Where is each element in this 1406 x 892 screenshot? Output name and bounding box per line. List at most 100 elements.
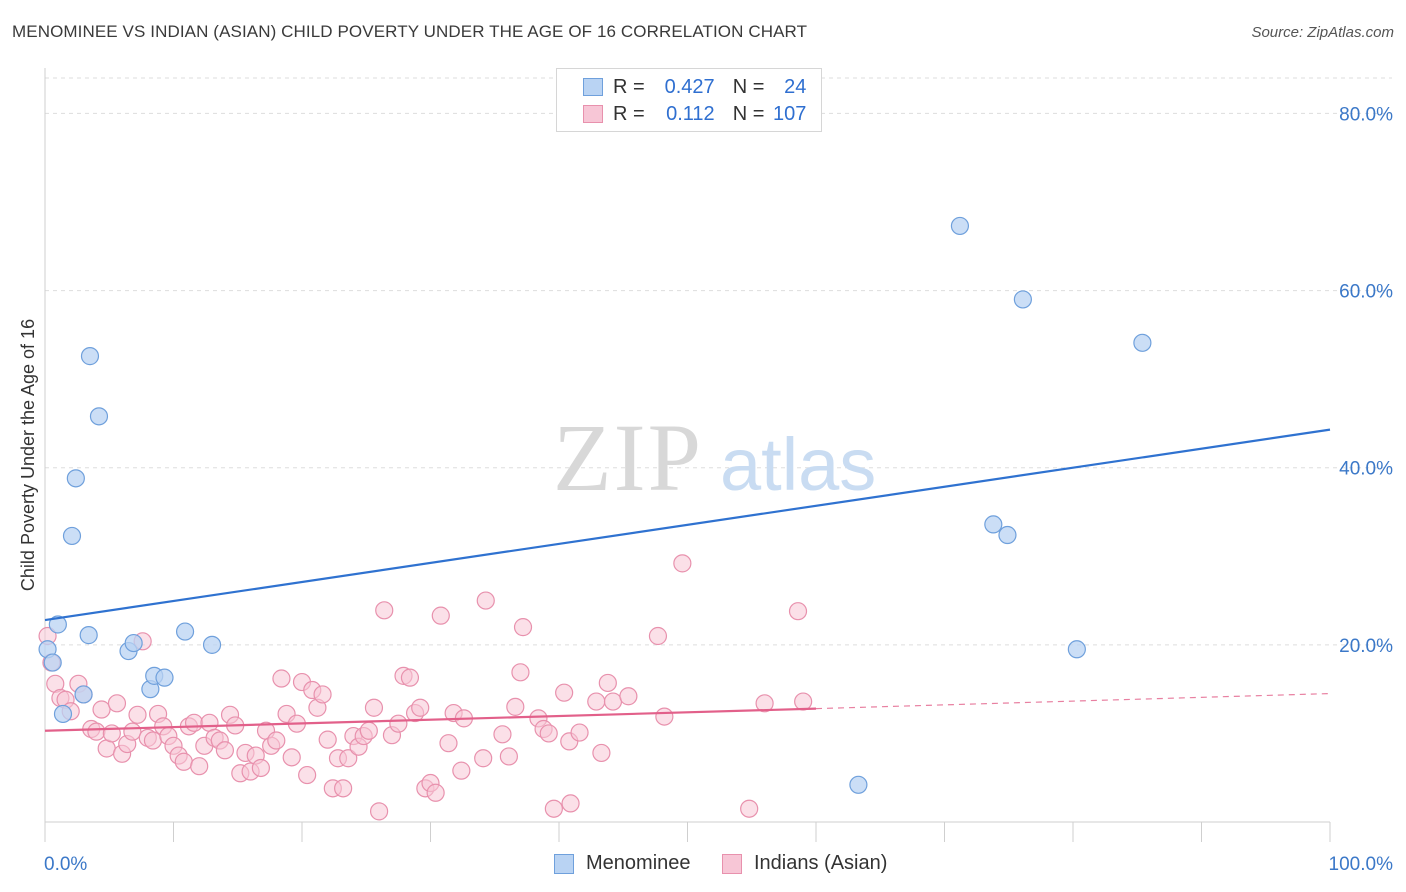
point-indians-asian [87,722,106,741]
point-indians-asian [97,739,116,758]
point-indians-asian [200,713,219,732]
series-menominee-points [38,216,1152,794]
point-menominee [89,407,109,426]
y-tick-label: 60.0% [1339,282,1393,303]
point-indians-asian [364,698,384,717]
point-indians-asian [92,700,111,719]
point-menominee [48,615,67,634]
point-menominee [202,635,222,654]
point-indians-asian [426,783,445,802]
stats-legend-row-indians-asian: R = 0.112 N = 107 [583,102,806,126]
point-indians-asian [190,757,209,776]
point-indians-asian [411,698,430,717]
point-indians-asian [313,685,332,704]
point-indians-asian [592,743,611,763]
point-indians-asian [334,779,353,798]
point-menominee [74,685,93,704]
point-menominee [175,622,195,641]
n-label: N = [732,102,765,125]
point-indians-asian [215,741,234,760]
point-indians-asian [788,602,808,621]
point-menominee [1133,333,1152,352]
point-indians-asian [673,554,692,573]
point-indians-asian [539,724,558,743]
point-indians-asian [174,752,193,771]
r-value: 0.112 [666,102,715,125]
legend-label: Menominee [586,852,691,874]
point-indians-asian [318,730,337,749]
point-indians-asian [298,765,317,785]
point-indians-asian [439,734,458,753]
point-indians-asian [493,725,512,744]
indians-asian-swatch [583,105,603,123]
menominee-swatch [583,78,603,96]
r-value: 0.427 [664,75,715,98]
point-indians-asian [655,707,674,726]
point-indians-asian [267,731,286,750]
point-indians-asian [740,799,759,818]
indians-asian-legend-swatch [722,853,742,874]
point-indians-asian [513,618,533,637]
point-menominee [849,775,868,794]
chart-title: MENOMINEE VS INDIAN (ASIAN) CHILD POVERT… [12,22,808,41]
legend-item-menominee[interactable]: Menominee [554,852,691,875]
point-indians-asian [499,747,518,766]
point-menominee [80,347,100,366]
point-menominee [155,668,174,687]
point-menominee [43,653,62,672]
n-value: 24 [784,75,807,98]
point-menominee [1013,290,1032,309]
point-indians-asian [755,694,774,713]
point-menominee [984,515,1003,534]
legend-item-indians-asian[interactable]: Indians (Asian) [722,852,887,875]
point-indians-asian [123,722,142,741]
point-menominee [66,469,85,488]
watermark: ZIP atlas [553,404,876,511]
point-indians-asian [272,669,291,688]
point-indians-asian [359,721,378,740]
point-indians-asian [339,749,358,768]
y-tick-label: 20.0% [1339,636,1393,657]
stats-legend-row-menominee: R = 0.427 N = 24 [583,75,806,99]
point-indians-asian [603,692,623,711]
menominee-legend-swatch [554,853,574,874]
x-tick-label: 0.0% [44,854,87,875]
point-menominee [79,626,98,645]
point-indians-asian [184,713,204,732]
point-indians-asian [544,799,563,818]
point-indians-asian [794,692,813,711]
point-indians-asian [400,668,420,687]
stats-legend: R = 0.427 N = 24 R = 0.112 N = 107 [556,68,822,132]
watermark-zip: ZIP [553,404,703,511]
y-tick-label: 80.0% [1339,104,1393,125]
point-indians-asian [370,802,389,821]
point-indians-asian [648,626,668,646]
r-label: R = [613,75,645,98]
y-axis-title: Child Poverty Under the Age of 16 [18,319,38,591]
grid-layer [45,77,1392,646]
point-indians-asian [375,601,394,620]
trend-line-indians-asian [44,707,817,732]
point-indians-asian [128,705,147,724]
y-tick-label: 40.0% [1339,459,1393,480]
n-value: 107 [773,102,807,125]
point-indians-asian [570,723,589,742]
point-indians-asian [561,794,580,813]
point-menominee [950,216,970,236]
trend-line-indians-asian-extension [815,692,1331,710]
point-indians-asian [143,731,163,750]
point-indians-asian [107,694,127,713]
source-label: Source: ZipAtlas.com [1251,24,1394,41]
point-indians-asian [431,606,450,625]
series-legend: Menominee Indians (Asian) [0,852,1406,878]
watermark-atlas: atlas [720,423,876,506]
point-indians-asian [511,663,530,682]
point-indians-asian [619,687,638,706]
r-label: R = [613,102,645,125]
point-menominee [53,704,73,724]
n-label: N = [732,75,765,98]
point-indians-asian [598,673,617,693]
point-indians-asian [251,758,270,778]
point-indians-asian [587,692,606,711]
